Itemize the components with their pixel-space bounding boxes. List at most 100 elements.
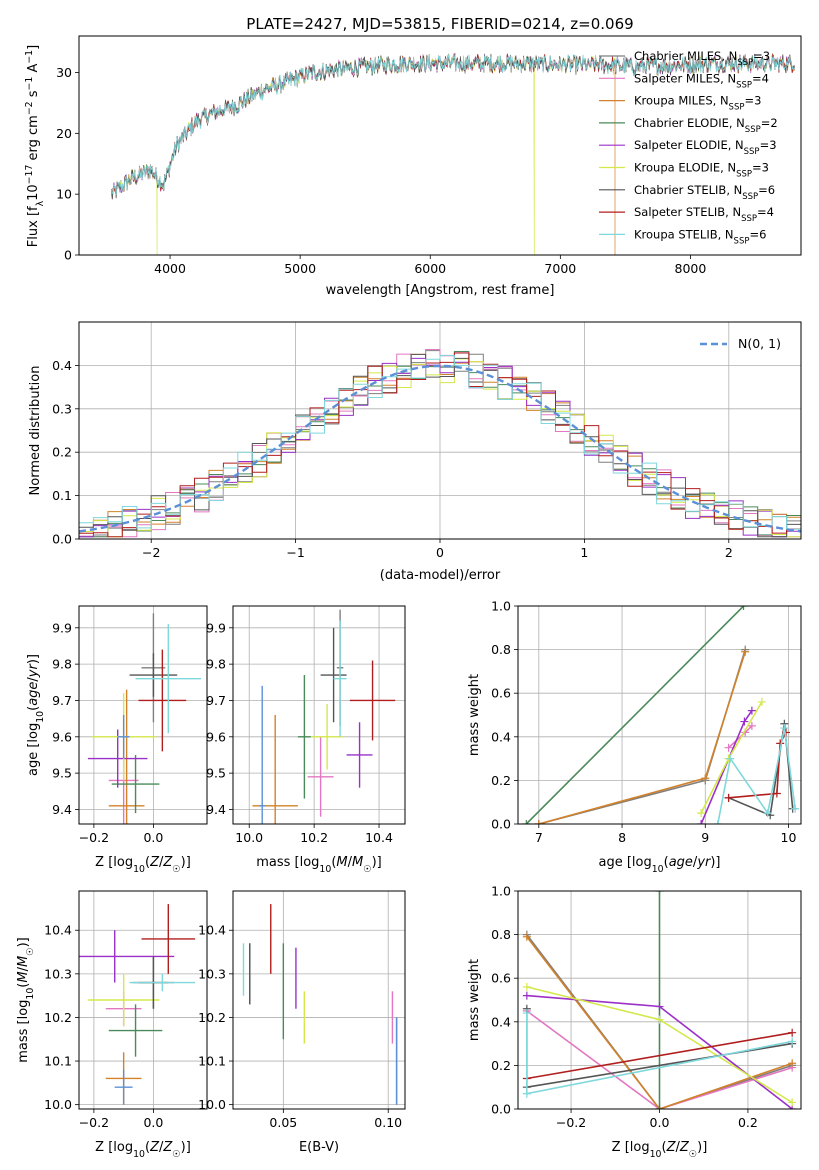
x-tick-label: 8 xyxy=(618,830,626,845)
y-tick-label: 0 xyxy=(64,248,72,263)
legend-entry-name: Salpeter STELIB, N xyxy=(634,205,741,219)
plot-area xyxy=(87,613,202,824)
y-tick-label: 10.3 xyxy=(44,966,72,981)
y-axis-label: mass weight xyxy=(467,674,482,756)
weight-marker xyxy=(791,804,800,813)
weight-marker xyxy=(724,793,733,802)
y-tick-label: 9.5 xyxy=(52,766,72,781)
plot-area xyxy=(79,904,196,1105)
weight-marker xyxy=(763,809,772,818)
weight-marker xyxy=(701,774,710,783)
x-tick-label: 10.0 xyxy=(235,830,263,845)
x-axis-label: E(B-V) xyxy=(299,1140,339,1155)
legend-entry-count: =6 xyxy=(758,183,775,197)
y-tick-label: 30 xyxy=(56,65,72,80)
weight-marker xyxy=(757,697,766,706)
legend-entry-count: =3 xyxy=(744,94,761,108)
x-tick-label: −0.2 xyxy=(79,830,109,845)
y-tick-label: 9.4 xyxy=(52,802,72,817)
y-tick-label: 10.1 xyxy=(44,1054,72,1069)
label-part: ( xyxy=(145,855,150,870)
label-part: / xyxy=(675,1140,680,1155)
label-part: Z [log xyxy=(95,855,133,870)
weight-marker xyxy=(522,820,531,824)
weight-marker xyxy=(655,891,664,895)
weight-marker xyxy=(788,1098,797,1107)
plot-area xyxy=(252,609,396,824)
legend-entry: Chabrier STELIB, NSSP=6 xyxy=(634,183,775,202)
x-tick-label: −0.2 xyxy=(556,1115,586,1130)
legend-entry: Kroupa MILES, NSSP=3 xyxy=(634,94,761,113)
figure-title: PLATE=2427, MJD=53815, FIBERID=0214, z=0… xyxy=(246,15,633,33)
y-tick-label: 1.0 xyxy=(491,884,511,899)
label-part: Z xyxy=(666,1140,677,1155)
label-part: 10 xyxy=(650,1149,662,1160)
y-tick-label: 9.9 xyxy=(206,620,226,635)
weight-marker xyxy=(713,820,722,824)
histogram-kroupa-stelib xyxy=(79,354,801,530)
label-part: / xyxy=(159,855,164,870)
x-tick-label: 0.0 xyxy=(143,830,163,845)
x-tick-label: 7 xyxy=(535,830,543,845)
y-tick-label: 0.8 xyxy=(491,927,511,942)
x-axis-label: wavelength [Angstrom, rest frame] xyxy=(326,283,555,298)
label-part: 10 xyxy=(25,988,36,1000)
weight-marker xyxy=(772,789,781,798)
label-part: Z [log xyxy=(612,1140,650,1155)
weight-marker xyxy=(788,1059,797,1068)
label-part: Z xyxy=(149,1140,160,1155)
histogram-salpeter-miles xyxy=(79,349,801,538)
weight-marker xyxy=(740,717,749,726)
label-part: ( xyxy=(16,983,31,988)
y-tick-label: 0.4 xyxy=(491,729,511,744)
label-part: 10 xyxy=(652,864,664,875)
legend-entry-name: Kroupa MILES, N xyxy=(634,94,729,108)
panel-mass_vs_Z: −0.2 0.010.010.110.210.310.4Z [log10(Z/Z☉… xyxy=(16,890,208,1160)
weight-marker xyxy=(655,1105,664,1109)
label-part: Z xyxy=(162,855,173,870)
legend-entry-sub: SSP xyxy=(737,58,753,68)
y-tick-label: 10.3 xyxy=(198,966,226,981)
x-axis-label: Z [log10(Z/Z☉)] xyxy=(95,1140,191,1160)
label-part: 10 xyxy=(319,864,331,875)
label-part: )] xyxy=(710,855,720,870)
weight-line-kroupa-miles xyxy=(538,651,746,824)
x-tick-label: 10 xyxy=(781,830,797,845)
label-part: / xyxy=(26,677,41,682)
y-tick-label: 9.7 xyxy=(52,693,72,708)
axes-frame xyxy=(232,890,406,1110)
label-part: erg cm xyxy=(26,115,41,164)
x-tick-label: 10.2 xyxy=(300,830,328,845)
plot-area xyxy=(522,606,800,824)
label-part: E(B-V) xyxy=(299,1140,339,1155)
y-axis-label: mass [log10(M/M☉)] xyxy=(16,937,36,1063)
legend-entry-sub: SSP xyxy=(742,192,758,202)
label-part: M xyxy=(16,971,31,982)
panel-age_vs_Z: −0.2 0.09.49.59.69.79.89.9Z [log10(Z/Z☉)]… xyxy=(26,605,208,875)
x-tick-label: −2 xyxy=(142,545,160,560)
label-part: age xyxy=(669,855,693,870)
y-axis-label: mass weight xyxy=(467,959,482,1041)
weight-line-chabrier-elodie xyxy=(525,606,745,824)
y-tick-label: 0.0 xyxy=(491,1102,511,1117)
x-tick-label: 8000 xyxy=(675,261,707,276)
label-part: Z xyxy=(679,1140,690,1155)
weight-marker xyxy=(522,1089,531,1098)
y-tick-label: 9.6 xyxy=(52,729,72,744)
y-tick-label: 10.2 xyxy=(198,1010,226,1025)
weight-marker xyxy=(726,754,735,763)
label-part: yr xyxy=(26,662,41,678)
x-tick-label: 10.4 xyxy=(365,830,393,845)
spectrum-line-kroupa-stelib xyxy=(111,54,795,196)
label-part: ( xyxy=(145,1140,150,1155)
panel-age_vs_mass: 10.0 10.2 10.4 9.4 9.5 9.6 9.7 9.8 9.9 mass [log1… xyxy=(206,605,406,875)
y-tick-label: 20 xyxy=(56,126,72,141)
axes-frame xyxy=(78,35,802,256)
y-tick-label: 0.6 xyxy=(491,686,511,701)
y-tick-label: 0.0 xyxy=(491,817,511,832)
x-tick-label: 0.05 xyxy=(269,1115,297,1130)
y-tick-label: 9.8 xyxy=(52,657,72,672)
legend-entry-count: =3 xyxy=(760,138,777,152)
y-tick-label: 10.1 xyxy=(198,1054,226,1069)
